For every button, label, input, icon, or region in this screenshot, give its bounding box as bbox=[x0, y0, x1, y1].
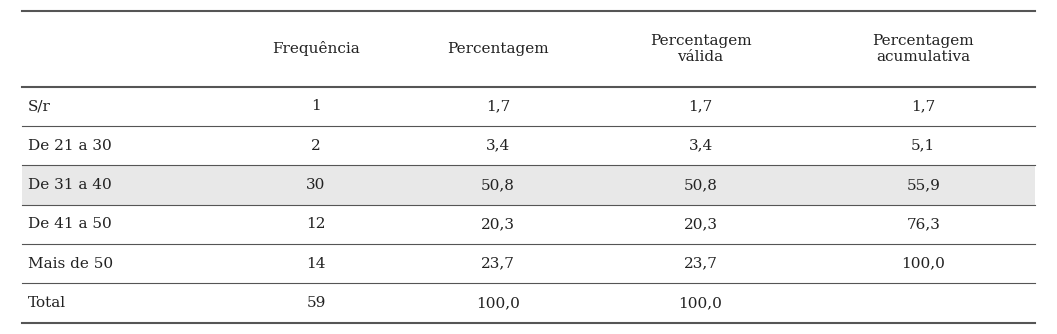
Text: 5,1: 5,1 bbox=[911, 139, 935, 153]
Bar bbox=[22, 165, 1035, 205]
Text: 100,0: 100,0 bbox=[679, 296, 723, 310]
Text: 23,7: 23,7 bbox=[481, 257, 515, 271]
Text: 100,0: 100,0 bbox=[477, 296, 520, 310]
Text: De 21 a 30: De 21 a 30 bbox=[27, 139, 111, 153]
Text: 55,9: 55,9 bbox=[906, 178, 940, 192]
Text: De 31 a 40: De 31 a 40 bbox=[27, 178, 111, 192]
Text: Percentagem
válida: Percentagem válida bbox=[650, 34, 752, 64]
Text: 3,4: 3,4 bbox=[688, 139, 712, 153]
Text: 76,3: 76,3 bbox=[906, 217, 940, 231]
Text: Mais de 50: Mais de 50 bbox=[27, 257, 113, 271]
Text: 20,3: 20,3 bbox=[481, 217, 515, 231]
Text: Total: Total bbox=[27, 296, 66, 310]
Text: 100,0: 100,0 bbox=[902, 257, 945, 271]
Text: S/r: S/r bbox=[27, 99, 51, 113]
Text: 1,7: 1,7 bbox=[688, 99, 712, 113]
Text: Frequência: Frequência bbox=[272, 41, 359, 56]
Text: De 41 a 50: De 41 a 50 bbox=[27, 217, 111, 231]
Text: 50,8: 50,8 bbox=[481, 178, 515, 192]
Text: 2: 2 bbox=[311, 139, 321, 153]
Text: 1,7: 1,7 bbox=[486, 99, 511, 113]
Text: 59: 59 bbox=[307, 296, 326, 310]
Text: 23,7: 23,7 bbox=[684, 257, 718, 271]
Text: 50,8: 50,8 bbox=[684, 178, 718, 192]
Text: Percentagem: Percentagem bbox=[447, 42, 549, 56]
Text: 1,7: 1,7 bbox=[911, 99, 935, 113]
Text: 1: 1 bbox=[311, 99, 321, 113]
Text: 30: 30 bbox=[307, 178, 326, 192]
Text: 3,4: 3,4 bbox=[486, 139, 511, 153]
Text: 20,3: 20,3 bbox=[684, 217, 718, 231]
Text: 14: 14 bbox=[307, 257, 326, 271]
Text: Percentagem
acumulativa: Percentagem acumulativa bbox=[872, 34, 973, 64]
Text: 12: 12 bbox=[307, 217, 326, 231]
